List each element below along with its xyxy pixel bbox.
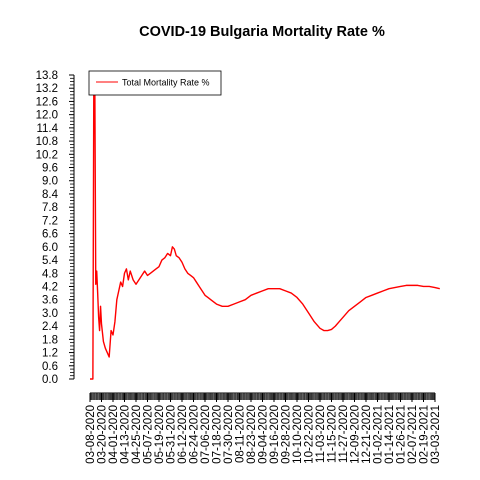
y-tick-label: 0.6 — [42, 361, 58, 373]
x-tick-label: 03-08-2020 — [85, 405, 97, 464]
y-tick-label: 1.8 — [42, 334, 58, 346]
y-tick-label: 4.2 — [42, 281, 58, 293]
x-tick-label: 09-04-2020 — [258, 405, 270, 464]
y-tick-label: 3.0 — [42, 308, 58, 320]
x-tick-label: 07-06-2020 — [200, 405, 212, 464]
y-tick-label: 12.6 — [36, 96, 58, 108]
x-tick-label: 02-07-2021 — [407, 405, 419, 464]
x-tick-label: 01-02-2021 — [373, 405, 385, 464]
y-tick-label: 7.2 — [42, 215, 58, 227]
x-tick-label: 11-27-2020 — [338, 405, 350, 463]
y-tick-label: 9.6 — [42, 163, 58, 175]
legend-label: Total Mortality Rate % — [122, 78, 210, 88]
x-tick-label: 12-21-2020 — [361, 405, 373, 464]
x-tick-label: 04-13-2020 — [120, 405, 132, 464]
y-axis: 0.00.61.2 1.82.43.03.6 4.24.85.46.06.6 7.27… — [36, 70, 75, 386]
x-tick-label: 09-28-2020 — [281, 405, 293, 464]
x-tick-label: 10-10-2020 — [292, 405, 304, 464]
series-layer — [90, 74, 440, 380]
x-tick-label: 05-07-2020 — [143, 405, 155, 464]
x-tick-label: 07-18-2020 — [212, 405, 224, 464]
x-axis: 03-08-2020 03-20-2020 04-01-2020 04-13-2020… — [85, 392, 442, 464]
y-tick-label: 2.4 — [42, 321, 59, 333]
x-tick-label: 11-15-2020 — [327, 405, 339, 463]
x-tick-label: 04-01-2020 — [108, 405, 120, 464]
y-tick-label: 0.0 — [42, 374, 58, 386]
x-tick-label: 05-19-2020 — [154, 405, 166, 464]
x-tick-label: 08-23-2020 — [246, 405, 258, 464]
x-tick-label: 02-19-2021 — [419, 405, 431, 464]
y-tick-label: 7.8 — [42, 202, 58, 214]
y-tick-label: 5.4 — [42, 255, 59, 267]
x-tick-label: 06-12-2020 — [177, 405, 189, 464]
y-tick-label: 8.4 — [42, 189, 59, 201]
y-tick-label: 10.2 — [36, 149, 58, 161]
y-tick-label: 10.8 — [36, 136, 58, 148]
y-tick-label: 12.0 — [36, 110, 58, 122]
series-line — [90, 74, 440, 380]
x-tick-label: 10-22-2020 — [304, 405, 316, 464]
y-tick-label: 13.8 — [36, 70, 58, 82]
x-tick-label: 03-20-2020 — [97, 405, 109, 464]
x-tick-label: 06-24-2020 — [189, 405, 201, 464]
x-tick-label: 12-09-2020 — [350, 405, 362, 464]
y-tick-label: 11.4 — [36, 123, 58, 135]
x-tick-label: 05-31-2020 — [166, 405, 178, 464]
chart-title: COVID-19 Bulgaria Mortality Rate % — [139, 24, 385, 40]
y-tick-label: 6.6 — [42, 229, 58, 241]
x-tick-label: 11-03-2020 — [315, 405, 327, 463]
x-tick-label: 09-16-2020 — [269, 405, 281, 464]
legend: Total Mortality Rate % — [88, 70, 222, 96]
y-tick-label: 3.6 — [42, 295, 58, 307]
x-tick-label: 04-25-2020 — [131, 405, 143, 464]
plot-area — [79, 60, 449, 385]
x-tick-label: 03-03-2021 — [430, 405, 442, 464]
x-tick-label: 08-11-2020 — [235, 405, 247, 463]
legend-box — [88, 70, 222, 96]
x-tick-label: 07-30-2020 — [223, 405, 235, 464]
y-tick-label: 6.0 — [42, 242, 58, 254]
y-tick-label: 9.0 — [42, 176, 58, 188]
y-tick-label: 4.8 — [42, 268, 58, 280]
x-tick-label: 01-26-2021 — [396, 405, 408, 464]
y-tick-label: 1.2 — [42, 348, 58, 360]
x-tick-label: 01-14-2021 — [384, 405, 396, 464]
y-tick-label: 13.2 — [36, 83, 58, 95]
